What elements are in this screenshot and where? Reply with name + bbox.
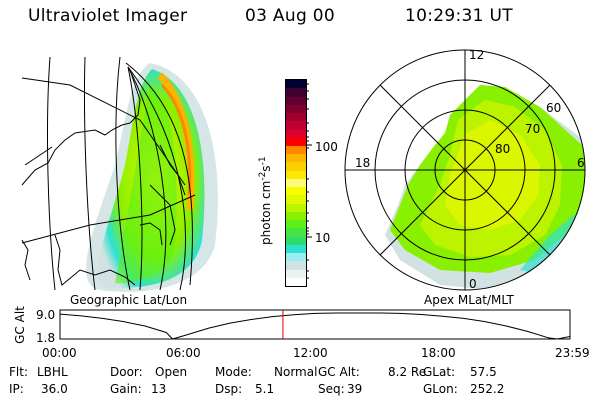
colorbar-ticks: 100 10: [306, 83, 338, 279]
altitude-series-line: [59, 312, 571, 340]
colorbar-swatch: [286, 154, 306, 163]
colorbar-swatch: [286, 269, 306, 278]
info-key: Flt:: [9, 365, 28, 379]
colorbar-swatch: [286, 170, 306, 179]
colorbar-swatch: [286, 253, 306, 262]
xtick-0600: 06:00: [166, 346, 201, 360]
info-key: Dsp:: [215, 382, 243, 396]
polar-emission-core: [445, 120, 540, 230]
colorbar: [285, 79, 307, 287]
polar-plot: 12 18 6 0 80 70 60: [344, 48, 586, 291]
colorbar-unit-s: s: [259, 165, 273, 172]
colorbar-tick-10: 10: [315, 231, 330, 245]
left-panel-caption: Geographic Lat/Lon: [70, 293, 188, 307]
colorbar-swatch: [286, 121, 306, 130]
info-value: 36.0: [41, 382, 68, 396]
colorbar-unit-exp1: -2: [258, 171, 268, 181]
ytick-9: 9.0: [36, 308, 55, 322]
colorbar-swatch: [286, 104, 306, 114]
lat-label-80: 80: [495, 142, 510, 156]
info-value: LBHL: [37, 365, 68, 379]
info-value: 5.1: [255, 382, 275, 396]
coastline: [21, 69, 186, 286]
mlt-label-18: 18: [355, 156, 370, 170]
xtick-1800: 18:00: [421, 346, 456, 360]
xtick-1200: 12:00: [293, 346, 328, 360]
mlt-label-12: 12: [469, 48, 484, 62]
colorbar-swatch: [286, 88, 306, 97]
time-label: 10:29:31 UT: [405, 6, 513, 26]
altitude-ylabel: GC Alt: [13, 306, 27, 344]
lat-lon-grid: [21, 56, 196, 291]
colorbar-tick-100: 100: [315, 140, 338, 154]
colorbar-swatch: [286, 211, 306, 221]
info-key: Door:: [110, 365, 143, 379]
emission-peak-arc: [160, 83, 192, 196]
colorbar-swatch: [286, 80, 306, 89]
colorbar-swatch: [286, 187, 306, 196]
colorbar-swatch: [286, 236, 306, 245]
info-value: Open: [155, 365, 188, 379]
colorbar-swatch: [286, 137, 306, 147]
polar-grid: [344, 49, 586, 291]
colorbar-swatch: [286, 146, 306, 155]
colorbar-swatch: [286, 129, 306, 138]
colorbar-label: photon cm-2s-1: [258, 156, 273, 245]
info-key: IP:: [9, 382, 24, 396]
colorbar-swatch: [286, 178, 306, 188]
altitude-chart-frame: [59, 309, 571, 340]
instrument-title: Ultraviolet Imager: [28, 6, 188, 26]
info-value: 252.2: [470, 382, 505, 396]
info-value: 13: [151, 382, 167, 396]
colorbar-swatch: [286, 220, 306, 229]
colorbar-swatch: [286, 162, 306, 171]
info-value: 8.2 Re: [388, 365, 427, 379]
ytick-1-8: 1.8: [36, 331, 55, 345]
info-key: GLon:: [423, 382, 458, 396]
colorbar-swatch: [286, 113, 306, 122]
info-value: 57.5: [470, 365, 497, 379]
xtick-0000: 00:00: [42, 346, 77, 360]
geographic-map: [21, 56, 218, 292]
mlt-label-0: 0: [469, 277, 477, 291]
colorbar-swatch: [286, 261, 306, 270]
colorbar-swatch: [286, 244, 306, 254]
info-key: Gain:: [110, 382, 142, 396]
colorbar-swatch: [286, 195, 306, 204]
info-key: Seq:: [318, 382, 345, 396]
info-value: 39: [347, 382, 363, 396]
info-value: Normal: [274, 365, 318, 379]
info-key: Mode:: [215, 365, 252, 379]
lat-label-70: 70: [525, 122, 540, 136]
xtick-2359: 23:59: [555, 346, 590, 360]
colorbar-swatch: [286, 203, 306, 212]
colorbar-swatch: [286, 277, 306, 286]
info-key: GLat:: [423, 365, 456, 379]
colorbar-swatch: [286, 228, 306, 237]
mlt-label-6: 6: [577, 156, 585, 170]
colorbar-unit-main: photon cm: [259, 180, 273, 245]
info-row-1: Flt: LBHL Door: Open Mode: Normal GC Alt: 8.2 R…: [0, 365, 600, 380]
emission-green-band: [115, 85, 177, 284]
right-panel-caption: Apex MLat/MLT: [424, 293, 514, 307]
date-label: 03 Aug 00: [245, 6, 335, 26]
colorbar-unit-exp2: -1: [258, 156, 268, 166]
info-key: GC Alt:: [318, 365, 360, 379]
lat-label-60: 60: [546, 101, 561, 115]
altitude-chart: 9.0 1.8 GC Alt: [13, 306, 571, 345]
polar-emission: [385, 85, 585, 290]
info-row-2: IP: 36.0 Gain: 13 Dsp: 5.1 Seq: 39 GLon: 252.2: [0, 382, 600, 397]
colorbar-swatch: [286, 96, 306, 105]
polar-emission-cyan: [520, 210, 585, 273]
